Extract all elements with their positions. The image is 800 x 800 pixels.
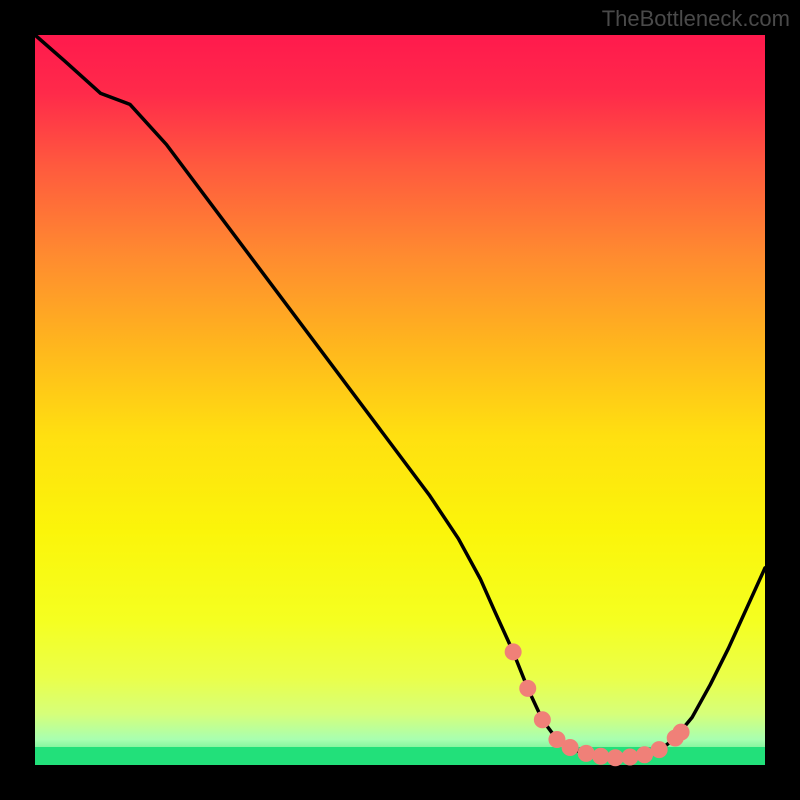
plot-area bbox=[35, 35, 765, 765]
watermark-text: TheBottleneck.com bbox=[602, 6, 790, 32]
curve-marker bbox=[562, 739, 578, 755]
curve-marker bbox=[673, 724, 689, 740]
curve-marker bbox=[534, 712, 550, 728]
curve-marker bbox=[607, 750, 623, 766]
curve-marker bbox=[593, 748, 609, 764]
curve-marker bbox=[622, 749, 638, 765]
curve-layer bbox=[35, 35, 765, 765]
curve-marker bbox=[578, 745, 594, 761]
curve-marker bbox=[505, 644, 521, 660]
curve-marker bbox=[651, 742, 667, 758]
curve-marker bbox=[520, 680, 536, 696]
curve-marker bbox=[637, 747, 653, 763]
bottleneck-curve bbox=[35, 35, 765, 758]
